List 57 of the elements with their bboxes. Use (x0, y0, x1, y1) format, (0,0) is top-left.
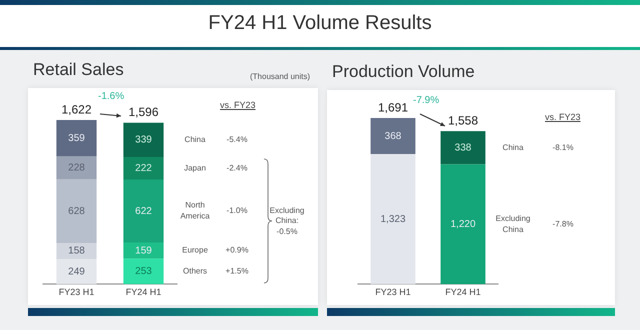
bar (440, 164, 486, 284)
text: +1.5% (226, 266, 248, 276)
chart-title: Retail Sales (33, 60, 124, 80)
data-label: 249 (68, 266, 86, 278)
bar (56, 258, 97, 284)
data-label: 368 (384, 130, 402, 142)
text: Excluding China: -0.5% (268, 206, 306, 238)
text: North America (180, 200, 210, 221)
data-label: 339 (135, 134, 152, 146)
text: -1.6% (98, 90, 126, 103)
bar (440, 131, 486, 164)
total-label: 1,622 (61, 102, 92, 116)
text: vs. FY23 (220, 100, 257, 112)
bar (123, 157, 164, 180)
data-label: 158 (68, 246, 86, 257)
bar (56, 156, 97, 180)
data-label: 1,220 (450, 218, 476, 230)
text: +0.9% (226, 246, 248, 255)
x-tick-label: FY23 H1 (375, 287, 411, 298)
chart-title: Production Volume (332, 62, 475, 82)
bar (56, 120, 97, 156)
text: China (502, 142, 524, 152)
x-tick-label: FY23 H1 (58, 287, 94, 298)
text: -7.9% (413, 94, 440, 107)
text: Others (182, 266, 208, 276)
text: -5.4% (226, 135, 248, 144)
data-label: 222 (135, 163, 152, 174)
text: FY24 H1 Volume Results (207, 12, 433, 35)
text: (Thousand units) (250, 72, 312, 82)
text: -1.0% (226, 206, 248, 216)
data-label: 228 (68, 162, 86, 174)
text: China (184, 135, 206, 144)
bar (123, 180, 164, 242)
data-label: 1,323 (380, 214, 406, 225)
series-label: Excluding China (496, 214, 530, 234)
x-tick-label: FY24 H1 (445, 287, 481, 298)
data-label: 338 (454, 142, 472, 154)
total-label: 1,596 (128, 105, 159, 120)
data-label: 159 (135, 245, 152, 256)
text: -2.4% (226, 163, 248, 172)
text: -8.1% (552, 142, 574, 152)
bar (370, 154, 416, 284)
text: Europe (182, 246, 208, 255)
bar (123, 122, 164, 158)
bar (123, 258, 164, 284)
x-tick-label: FY24 H1 (126, 287, 162, 298)
text: vs. FY23 (545, 112, 582, 124)
bar (370, 118, 416, 154)
bar (56, 179, 97, 243)
data-label: 622 (135, 206, 152, 217)
total-label: 1,691 (378, 100, 408, 114)
data-label: 253 (135, 266, 152, 278)
data-label: 359 (68, 132, 86, 144)
data-label: 628 (68, 206, 86, 217)
total-label: 1,558 (448, 113, 478, 128)
text: -7.8% (552, 219, 574, 228)
text: Japan (184, 163, 206, 172)
